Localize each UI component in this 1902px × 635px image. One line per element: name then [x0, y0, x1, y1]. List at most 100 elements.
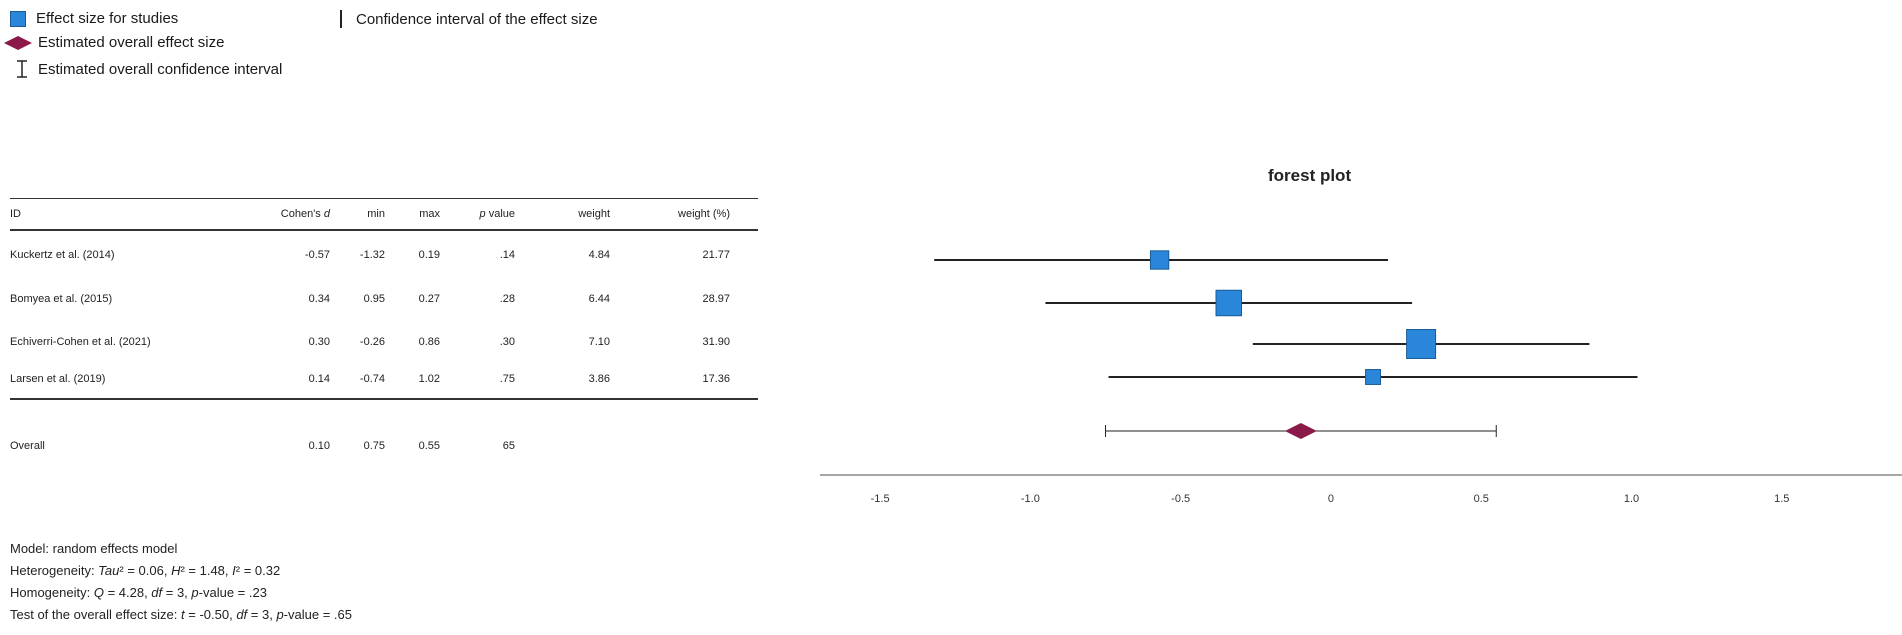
table-bottom-rule [10, 398, 758, 400]
x-tick-label: -1.0 [1021, 493, 1040, 505]
note-segment: ² = 1.48, [180, 563, 233, 578]
i-beam-icon [17, 60, 27, 78]
x-tick-label: 1.0 [1624, 493, 1639, 505]
forest-plot: -1.5 -1.0 -0.5 0 0.5 1.0 1.5 [820, 250, 1902, 505]
row-d: 0.34 [308, 293, 330, 305]
row-p: .75 [499, 373, 515, 385]
note-segment: p [276, 607, 284, 622]
study-effect-square [1365, 369, 1381, 385]
legend-label-overall-effect: Estimated overall effect size [38, 34, 225, 51]
row-weight: 3.86 [588, 373, 610, 385]
header-max: max [419, 208, 440, 220]
blue-square-icon [10, 10, 26, 27]
row-id: Larsen et al. (2019) [10, 373, 106, 385]
header-weight: weight [578, 208, 610, 220]
row-min: -1.32 [359, 249, 385, 261]
row-min: -0.74 [359, 373, 385, 385]
legend-item-ci-effect: Confidence interval of the effect size [340, 10, 598, 28]
note-segment: = 4.28, [103, 585, 152, 600]
legend-label-study-effect: Effect size for studies [36, 10, 179, 27]
header-p-value: p value [450, 208, 515, 220]
x-tick-label: 0 [1328, 493, 1334, 505]
overall-d: 0.10 [308, 440, 330, 452]
row-weight: 4.84 [588, 249, 610, 261]
note-segment: ² = 0.32 [235, 563, 281, 578]
note-test: Test of the overall effect size: t = -0.… [10, 604, 352, 626]
header-p-italic: p [479, 208, 486, 220]
row-weight-pct: 31.90 [702, 336, 730, 348]
row-id: Kuckertz et al. (2014) [10, 249, 115, 261]
header-weight-pct: weight (%) [678, 208, 730, 220]
note-segment: Q [93, 585, 104, 600]
row-max: 0.86 [418, 336, 440, 348]
note-segment: p [191, 585, 199, 600]
row-p: .14 [499, 249, 515, 261]
x-tick-label: 0.5 [1474, 493, 1489, 505]
legend-item-overall-ci: Estimated overall confidence interval [16, 60, 282, 78]
row-max: 1.02 [418, 373, 440, 385]
legend: Effect size for studies Confidence inter… [4, 10, 710, 90]
overall-min: 0.75 [363, 440, 385, 452]
row-d: 0.30 [308, 336, 330, 348]
note-segment: Homogeneity: [10, 585, 94, 600]
row-id: Echiverri-Cohen et al. (2021) [10, 336, 151, 348]
study-effect-square [1149, 250, 1170, 270]
note-heterogeneity: Heterogeneity: Tau² = 0.06, H² = 1.48, I… [10, 560, 352, 582]
table-header-rule [10, 229, 758, 231]
header-p-text: value [485, 208, 515, 220]
row-p: .28 [499, 293, 515, 305]
x-tick-label: 1.5 [1774, 493, 1789, 505]
header-min: min [367, 208, 385, 220]
row-max: 0.19 [418, 249, 440, 261]
row-id: Bomyea et al. (2015) [10, 293, 113, 305]
x-tick-label: -1.5 [871, 493, 890, 505]
header-cohens-d-italic: d [323, 208, 330, 220]
note-segment: -value = .23 [198, 585, 267, 600]
diamond-icon [4, 35, 32, 50]
overall-max: 0.55 [418, 440, 440, 452]
note-segment: = 3, [162, 585, 192, 600]
note-segment: Heterogeneity: [10, 563, 99, 578]
note-segment: Tau [98, 563, 120, 578]
overall-id: Overall [10, 440, 45, 452]
note-segment: df [151, 585, 163, 600]
note-segment: -value = .65 [283, 607, 352, 622]
header-cohens-d: Cohen's d [260, 208, 330, 220]
note-segment: ² = 0.06, [119, 563, 172, 578]
vertical-line-icon [340, 10, 342, 28]
note-segment: t [181, 607, 185, 622]
note-homogeneity: Homogeneity: Q = 4.28, df = 3, p-value =… [10, 582, 352, 604]
header-cohens-d-text: Cohen's [280, 208, 324, 220]
table-top-rule [10, 198, 758, 199]
note-segment: df [236, 607, 248, 622]
study-effect-square [1406, 329, 1437, 359]
chart-title: forest plot [1268, 166, 1352, 185]
note-segment: = 3, [247, 607, 277, 622]
note-segment: I [232, 563, 236, 578]
x-tick-label: -0.5 [1171, 493, 1190, 505]
row-weight: 6.44 [588, 293, 610, 305]
legend-item-study-effect: Effect size for studies [10, 10, 178, 27]
row-p: .30 [499, 336, 515, 348]
row-max: 0.27 [418, 293, 440, 305]
note-segment: H [171, 563, 181, 578]
legend-label-overall-ci: Estimated overall confidence interval [38, 60, 283, 78]
row-weight: 7.10 [588, 336, 610, 348]
note-segment: = -0.50, [184, 607, 237, 622]
row-weight-pct: 28.97 [702, 293, 730, 305]
overall-p: 65 [502, 440, 515, 452]
study-effect-square [1215, 289, 1243, 317]
legend-label-ci-effect: Confidence interval of the effect size [356, 10, 598, 28]
row-weight-pct: 21.77 [702, 249, 730, 261]
overall-effect-diamond [1284, 423, 1317, 439]
row-min: -0.26 [359, 336, 385, 348]
row-min: 0.95 [363, 293, 385, 305]
model-notes: Model: random effects model Heterogeneit… [10, 538, 352, 626]
note-segment: Test of the overall effect size: [10, 607, 182, 622]
legend-item-overall-effect: Estimated overall effect size [4, 34, 224, 51]
row-d: 0.14 [308, 373, 330, 385]
header-id: ID [10, 208, 21, 220]
row-weight-pct: 17.36 [702, 373, 730, 385]
note-model: Model: random effects model [10, 541, 178, 556]
row-d: -0.57 [304, 249, 330, 261]
